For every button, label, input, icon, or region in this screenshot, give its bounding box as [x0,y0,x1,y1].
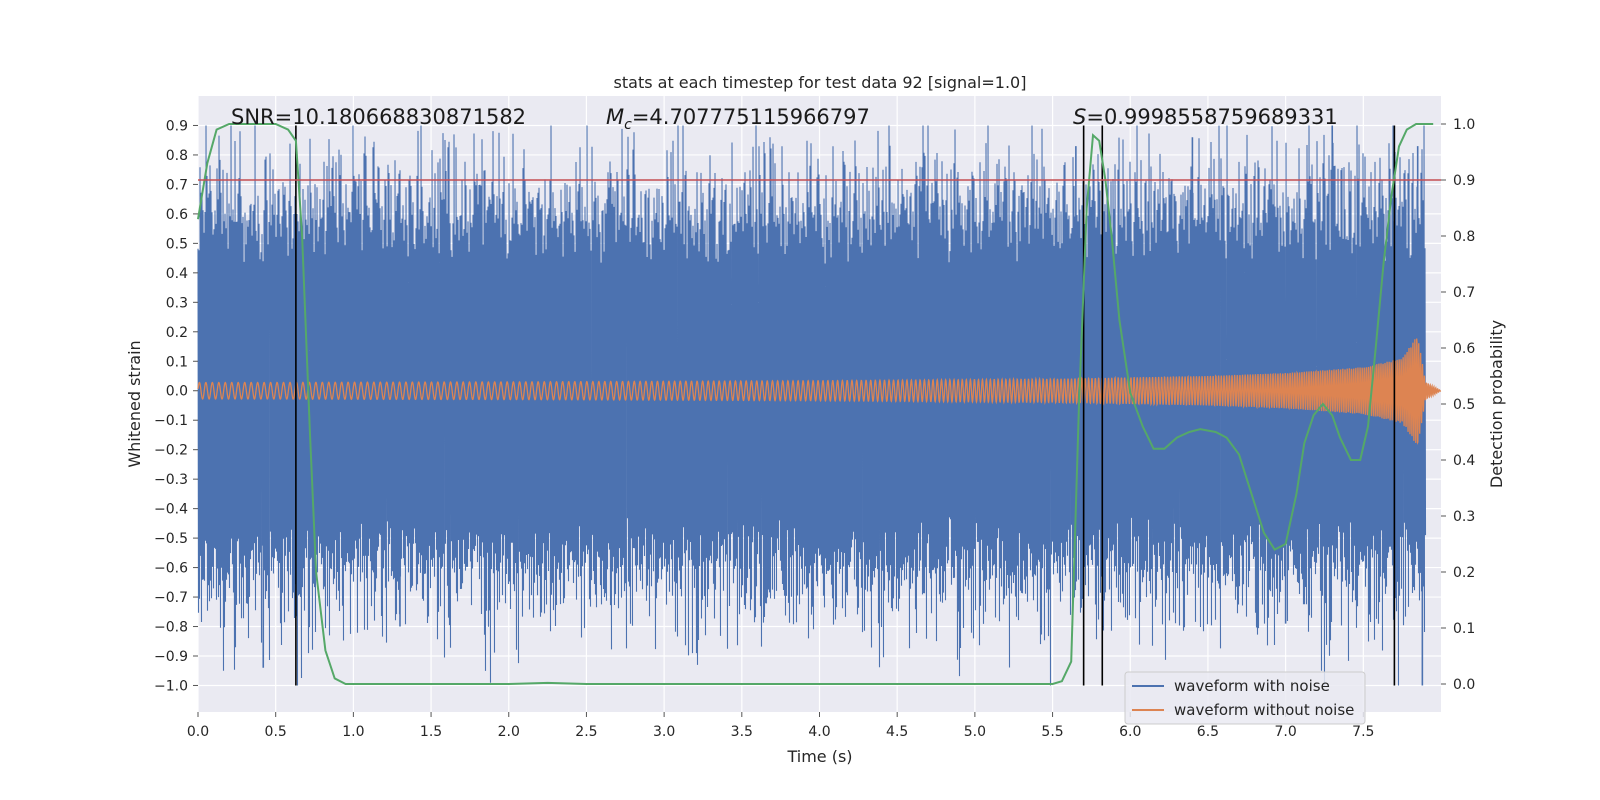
chirp-mass-value: =4.707775115966797 [632,105,870,129]
vertical-marker-lines [295,125,1396,686]
legend-box [1124,671,1366,725]
clean-waveform-line [197,338,1442,445]
snr-annotation: SNR=10.180668830871582 [231,105,526,129]
x-axis-label: Time (s) [786,747,852,766]
x-tick-label: 1.5 [420,724,442,740]
y2-tick-label: 0.9 [1453,173,1475,189]
x-tick-label: 7.5 [1352,724,1374,740]
detection-probability-series [197,123,1434,685]
x-tick-label: 3.0 [653,724,675,740]
legend-label-noise: waveform with noise [1174,677,1330,695]
y-tick-label: 0.2 [166,325,188,341]
x-tick-label: 6.5 [1197,724,1219,740]
y-tick-label: 0.5 [166,236,188,252]
y-tick-label: −0.8 [154,620,188,636]
score-symbol: S [1073,105,1086,129]
y-tick-label: 0.4 [166,266,188,282]
x-tick-label: 2.0 [498,724,520,740]
y-tick-label: −0.6 [154,561,188,577]
y-tick-label: −0.2 [154,443,188,459]
y-tick-label: 0.1 [166,354,188,370]
y-tick-label: 0.0 [166,384,188,400]
y-tick-label: −0.3 [154,472,188,488]
y-tick-label: 0.6 [166,207,188,223]
y-tick-label: −0.5 [154,531,188,547]
y-tick-label: 0.8 [166,148,188,164]
y-tick-labels: −1.0 −0.9 −0.8 −0.7 −0.6 −0.5 −0.4 −0.3 −0.2 −0.1… [154,118,198,694]
y-tick-label: −0.7 [154,590,188,606]
y-tick-label: 0.3 [166,295,188,311]
x-tick-label: 6.0 [1119,724,1141,740]
y-tick-label: −0.9 [154,649,188,665]
y-tick-label: 0.7 [166,177,188,193]
x-tick-labels: 0.0 0.5 1.0 1.5 2.0 2.5 3.0 3.5 4.0 4.5 5.0 5.5 6.0 6… [187,712,1374,740]
y2-axis-label: Detection probability [1487,320,1506,488]
chirp-mass-annotation: Mc=4.707775115966797 [606,105,870,133]
x-tick-label: 7.0 [1274,724,1296,740]
detection-probability-line [197,123,1434,685]
x-tick-label: 1.0 [342,724,364,740]
x-tick-label: 4.5 [886,724,908,740]
y2-tick-label: 0.7 [1453,285,1475,301]
chart-title: stats at each timestep for test data 92 … [614,73,1027,92]
x-tick-label: 0.0 [187,724,209,740]
y2-tick-label: 0.6 [1453,341,1475,357]
y-axis-label: Whitened strain [125,340,144,467]
chirp-mass-subscript: c [624,117,632,133]
y2-tick-label: 0.0 [1453,677,1475,693]
y-tick-label: −1.0 [154,678,188,694]
x-tick-label: 2.5 [575,724,597,740]
x-tick-label: 5.0 [964,724,986,740]
score-annotation: S=0.9998558759689331 [1073,105,1338,129]
y2-tick-label: 1.0 [1453,117,1475,133]
x-tick-label: 5.5 [1041,724,1063,740]
legend: waveform with noise waveform without noi… [1124,671,1366,725]
y2-tick-label: 0.5 [1453,397,1475,413]
y-tick-label: 0.9 [166,118,188,134]
x-tick-label: 3.5 [731,724,753,740]
y2-tick-label: 0.2 [1453,565,1475,581]
clean-waveform-series [197,338,1442,445]
y-tick-label: −0.4 [154,502,188,518]
x-tick-label: 0.5 [265,724,287,740]
y2-tick-label: 0.3 [1453,509,1475,525]
y2-tick-labels: 0.0 0.1 0.2 0.3 0.4 0.5 0.6 0.7 0.8 0.9 1.0 [1441,117,1475,693]
x-tick-label: 4.0 [808,724,830,740]
y2-tick-label: 0.1 [1453,621,1475,637]
y-tick-label: −0.1 [154,413,188,429]
legend-label-clean: waveform without noise [1174,701,1354,719]
y2-tick-label: 0.8 [1453,229,1475,245]
y2-tick-label: 0.4 [1453,453,1475,469]
score-value: =0.9998558759689331 [1086,105,1337,129]
chirp-mass-symbol: M [606,105,624,129]
